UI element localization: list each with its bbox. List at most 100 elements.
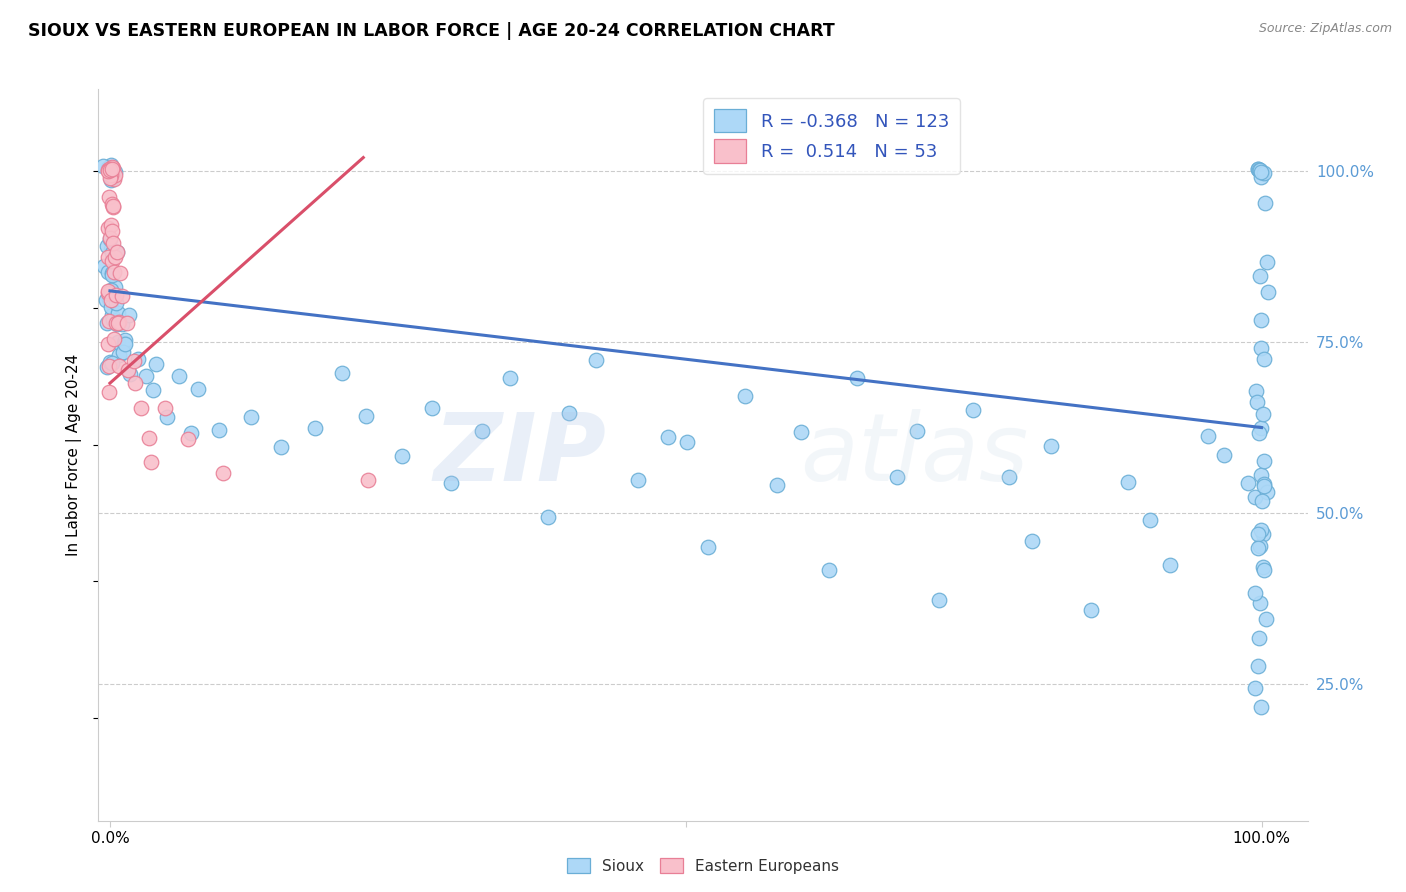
Point [122, 354, 145, 368]
Point [270, 440, 292, 454]
Point [101, 253, 124, 268]
Point [105, 318, 128, 332]
Point [208, 423, 231, 437]
Point [1249, 162, 1271, 177]
Point [98, 384, 121, 399]
Point [169, 368, 191, 383]
Point [108, 267, 131, 281]
Point [135, 369, 157, 384]
Point [153, 401, 176, 415]
Point [240, 409, 263, 424]
Point [354, 409, 377, 423]
Point [97, 314, 120, 328]
Point [100, 165, 122, 179]
Point [1244, 384, 1267, 398]
Point [98, 162, 121, 177]
Point [1250, 169, 1272, 184]
Point [97, 163, 120, 178]
Point [101, 170, 124, 185]
Point [1040, 438, 1063, 452]
Text: ZIP: ZIP [433, 409, 606, 501]
Point [117, 363, 139, 377]
Point [100, 243, 122, 257]
Point [100, 161, 122, 176]
Text: Source: ZipAtlas.com: Source: ZipAtlas.com [1258, 22, 1392, 36]
Point [101, 268, 124, 282]
Point [498, 370, 520, 384]
Y-axis label: In Labor Force | Age 20-24: In Labor Force | Age 20-24 [66, 354, 83, 556]
Point [100, 163, 122, 178]
Text: atlas: atlas [800, 409, 1028, 500]
Point [1247, 425, 1270, 440]
Point [1256, 254, 1278, 268]
Point [98, 231, 121, 245]
Point [1250, 468, 1272, 483]
Point [103, 265, 125, 279]
Point [101, 161, 124, 175]
Point [98, 163, 121, 178]
Point [886, 470, 908, 484]
Point [129, 401, 152, 415]
Point [96, 239, 118, 253]
Point [101, 170, 124, 185]
Point [1250, 421, 1272, 435]
Point [97, 250, 120, 264]
Point [357, 473, 380, 487]
Text: SIOUX VS EASTERN EUROPEAN IN LABOR FORCE | AGE 20-24 CORRELATION CHART: SIOUX VS EASTERN EUROPEAN IN LABOR FORCE… [28, 22, 835, 40]
Point [537, 510, 560, 524]
Point [1250, 699, 1272, 714]
Point [1253, 563, 1275, 577]
Point [1247, 631, 1270, 645]
Point [97, 164, 120, 178]
Point [187, 382, 209, 396]
Point [846, 371, 869, 385]
Point [1254, 195, 1277, 210]
Point [108, 348, 131, 362]
Point [108, 315, 131, 329]
Point [111, 318, 134, 332]
Point [734, 389, 756, 403]
Point [962, 402, 984, 417]
Point [1254, 612, 1277, 626]
Point [94, 293, 117, 307]
Point [97, 337, 120, 351]
Point [585, 352, 607, 367]
Point [1139, 513, 1161, 527]
Point [101, 266, 124, 280]
Point [177, 432, 200, 446]
Point [439, 476, 461, 491]
Point [124, 376, 146, 390]
Point [127, 352, 149, 367]
Point [766, 478, 789, 492]
Point [1243, 681, 1265, 695]
Point [818, 563, 841, 577]
Point [111, 289, 134, 303]
Point [97, 359, 120, 373]
Point [103, 172, 125, 186]
Point [1247, 163, 1270, 178]
Point [420, 401, 443, 416]
Point [105, 245, 128, 260]
Point [97, 292, 120, 306]
Point [93, 260, 115, 274]
Point [1249, 268, 1271, 283]
Point [112, 335, 135, 350]
Point [471, 424, 494, 438]
Point [1250, 341, 1272, 355]
Point [104, 165, 127, 179]
Point [789, 425, 811, 440]
Point [1250, 523, 1272, 537]
Point [100, 168, 122, 182]
Point [1249, 539, 1271, 553]
Point [114, 333, 136, 347]
Point [1253, 453, 1275, 467]
Point [1244, 490, 1267, 504]
Point [97, 265, 120, 279]
Point [101, 197, 124, 211]
Point [98, 355, 121, 369]
Point [557, 406, 579, 420]
Point [142, 383, 165, 397]
Legend: Sioux, Eastern Europeans: Sioux, Eastern Europeans [561, 852, 845, 880]
Point [1253, 166, 1275, 180]
Point [104, 296, 127, 310]
